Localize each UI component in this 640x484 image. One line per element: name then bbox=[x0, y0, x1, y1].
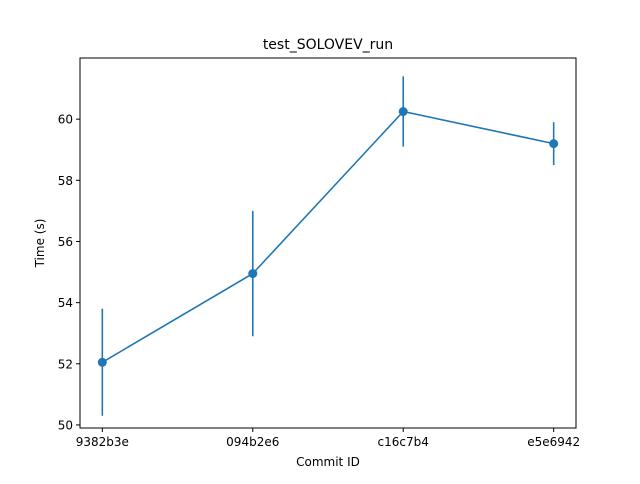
x-axis-label: Commit ID bbox=[296, 455, 360, 469]
x-tick-label: c16c7b4 bbox=[378, 435, 429, 449]
y-tick-label: 60 bbox=[58, 113, 73, 127]
y-axis: 50 52 54 56 58 60 bbox=[58, 113, 80, 432]
y-tick-label: 54 bbox=[58, 296, 73, 310]
chart-title: test_SOLOVEV_run bbox=[263, 37, 393, 53]
x-tick-label: 094b2e6 bbox=[226, 435, 279, 449]
data-point bbox=[97, 357, 107, 367]
y-tick-label: 56 bbox=[58, 235, 73, 249]
plot-group bbox=[97, 76, 559, 416]
data-point bbox=[398, 107, 408, 117]
y-axis-label: Time (s) bbox=[33, 219, 47, 269]
series-line bbox=[101, 110, 554, 363]
y-tick-label: 50 bbox=[58, 418, 73, 432]
data-point bbox=[248, 269, 258, 279]
y-tick-label: 58 bbox=[58, 174, 73, 188]
data-point bbox=[549, 139, 559, 149]
x-tick-label: e5e6942 bbox=[527, 435, 580, 449]
y-tick-label: 52 bbox=[58, 357, 73, 371]
plot-frame bbox=[79, 57, 577, 429]
x-tick-label: 9382b3e bbox=[76, 435, 129, 449]
x-axis: 9382b3e 094b2e6 c16c7b4 e5e6942 bbox=[76, 428, 580, 449]
